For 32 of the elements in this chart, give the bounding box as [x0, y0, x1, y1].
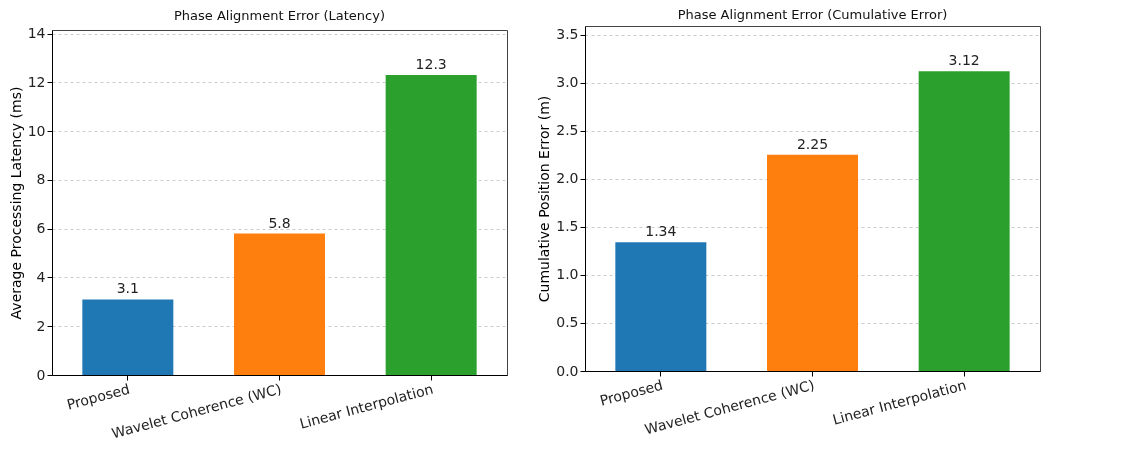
y-axis-title: Average Processing Latency (ms): [7, 86, 24, 320]
data-label: 12.3: [415, 56, 447, 73]
bar: [615, 242, 707, 371]
y-tick-label: 0.0: [556, 362, 579, 379]
data-label: 3.12: [948, 52, 980, 69]
y-tick-label: 2: [36, 317, 46, 334]
y-tick-label: 2.0: [556, 170, 579, 187]
y-tick-label: 8: [36, 171, 46, 188]
data-label: 3.1: [116, 280, 139, 297]
bar: [82, 299, 174, 375]
y-tick-label: 2.5: [556, 122, 579, 139]
y-axis-title: Cumulative Position Error (m): [536, 95, 553, 303]
y-tick-label: 3.5: [556, 26, 579, 43]
y-tick-label: 12: [27, 73, 46, 90]
bar: [767, 154, 858, 371]
y-tick-label: 1.5: [556, 218, 579, 235]
y-tick-label: 10: [27, 122, 46, 139]
chart-title: Phase Alignment Error (Latency): [173, 7, 386, 23]
y-tick-label: 3.0: [556, 74, 579, 91]
y-tick-label: 0: [36, 366, 46, 383]
bar: [234, 233, 325, 375]
bar: [918, 71, 1010, 371]
data-label: 5.8: [268, 214, 291, 231]
data-label: 2.25: [796, 135, 829, 152]
y-tick-label: 1.0: [556, 266, 579, 283]
y-tick-label: 14: [27, 25, 46, 42]
bar: [385, 75, 477, 375]
data-label: 1.34: [645, 223, 677, 240]
y-tick-label: 0.5: [556, 314, 579, 331]
chart-title: Phase Alignment Error (Cumulative Error): [677, 7, 948, 22]
y-tick-label: 6: [36, 220, 46, 237]
y-tick-label: 4: [36, 268, 46, 285]
